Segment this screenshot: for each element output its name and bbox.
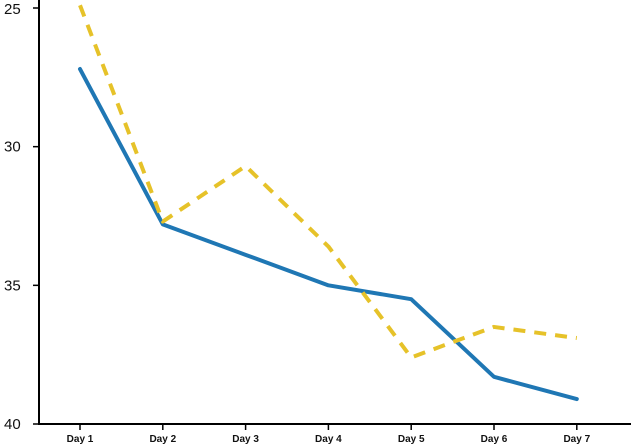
series-group: [78, 4, 579, 402]
y-tick-label: 40: [4, 416, 21, 433]
y-tick-label: 25: [4, 1, 21, 18]
x-tick-label: Day 2: [149, 434, 176, 445]
x-tick-label: Day 5: [398, 434, 425, 445]
x-tick-label: Day 1: [67, 434, 94, 445]
series-line-2: [78, 4, 578, 360]
x-tick-label: Day 7: [563, 434, 590, 445]
chart-axes: [38, 0, 631, 425]
y-tick-label: 30: [4, 139, 21, 156]
series-line-1: [78, 67, 579, 402]
x-tick-label: Day 4: [315, 434, 342, 445]
x-tick-label: Day 3: [232, 434, 259, 445]
y-tick-label: 35: [4, 277, 21, 294]
x-tick-group: Day 1 Day 2 Day 3 Day 4 Day 5 Day 6 Day 7: [67, 424, 591, 445]
y-tick-group: 25 30 35 40: [4, 1, 39, 433]
x-tick-label: Day 6: [481, 434, 508, 445]
